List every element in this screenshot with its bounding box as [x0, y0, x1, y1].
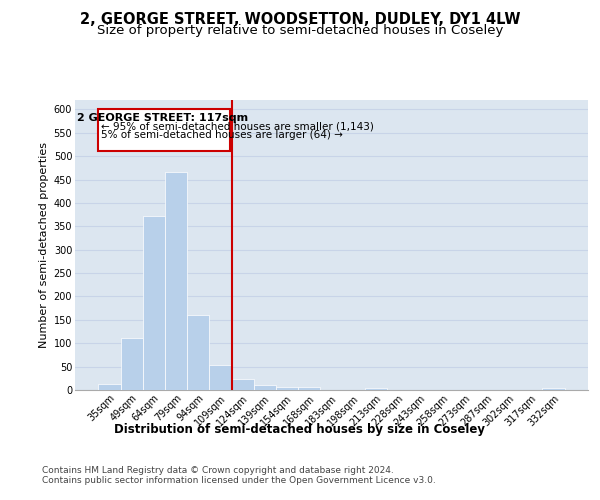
- Bar: [209, 364, 232, 390]
- Bar: [276, 386, 298, 390]
- Text: Distribution of semi-detached houses by size in Coseley: Distribution of semi-detached houses by …: [115, 422, 485, 436]
- Y-axis label: Number of semi-detached properties: Number of semi-detached properties: [40, 142, 49, 348]
- Bar: [365, 388, 387, 390]
- Bar: [143, 216, 165, 390]
- Bar: [232, 379, 254, 390]
- Bar: [254, 385, 276, 390]
- Bar: [121, 338, 143, 390]
- Bar: [98, 110, 230, 152]
- Text: 5% of semi-detached houses are larger (64) →: 5% of semi-detached houses are larger (6…: [101, 130, 343, 140]
- Bar: [187, 315, 209, 390]
- Text: Contains HM Land Registry data © Crown copyright and database right 2024.: Contains HM Land Registry data © Crown c…: [42, 466, 394, 475]
- Text: ← 95% of semi-detached houses are smaller (1,143): ← 95% of semi-detached houses are smalle…: [101, 122, 373, 132]
- Text: 2, GEORGE STREET, WOODSETTON, DUDLEY, DY1 4LW: 2, GEORGE STREET, WOODSETTON, DUDLEY, DY…: [80, 12, 520, 28]
- Bar: [542, 388, 565, 390]
- Text: Size of property relative to semi-detached houses in Coseley: Size of property relative to semi-detach…: [97, 24, 503, 37]
- Bar: [298, 387, 320, 390]
- Bar: [98, 384, 121, 390]
- Text: Contains public sector information licensed under the Open Government Licence v3: Contains public sector information licen…: [42, 476, 436, 485]
- Text: 2 GEORGE STREET: 117sqm: 2 GEORGE STREET: 117sqm: [77, 113, 248, 123]
- Bar: [165, 172, 187, 390]
